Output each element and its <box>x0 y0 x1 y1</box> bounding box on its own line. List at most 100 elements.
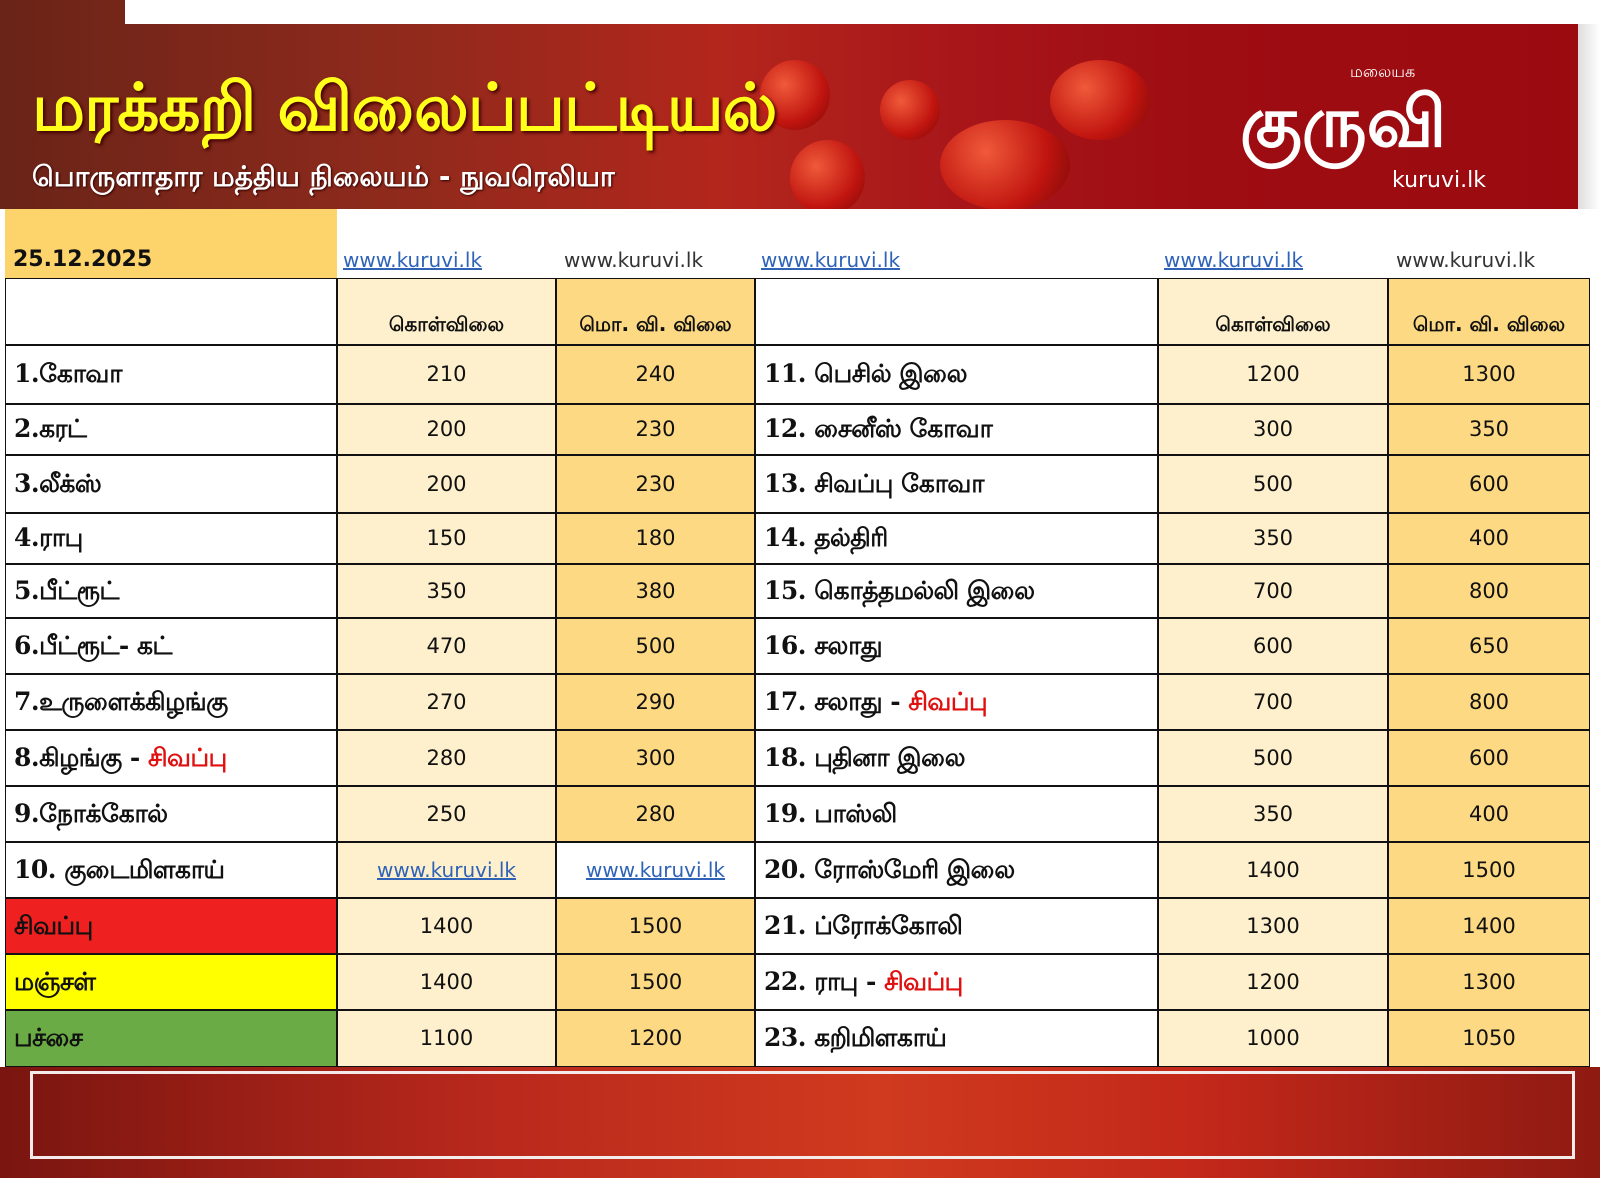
retail-price: 1300 <box>1388 954 1590 1010</box>
vegetable-name: 8.கிழங்கு - சிவப்பு <box>5 730 337 786</box>
wholesale-price: 1400 <box>1158 842 1388 898</box>
wholesale-price: 500 <box>1158 455 1388 513</box>
wholesale-price: 350 <box>1158 786 1388 842</box>
wholesale-price: 210 <box>337 345 556 404</box>
retail-price: 1500 <box>556 954 755 1010</box>
vegetable-name: 13. சிவப்பு கோவா <box>755 455 1158 513</box>
watermark-link[interactable]: www.kuruvi.lk <box>337 842 556 898</box>
header-wholesale: கொள்விலை <box>1158 278 1388 345</box>
tomato-image <box>880 80 940 140</box>
vegetable-name-text: 20. ரோஸ்மேரி இலை <box>764 854 1015 884</box>
wholesale-price: 150 <box>337 513 556 564</box>
footer-vegetable-image <box>0 1067 1600 1178</box>
retail-price: 350 <box>1388 404 1590 455</box>
watermark-link[interactable]: www.kuruvi.lk <box>343 248 483 272</box>
retail-price: 1500 <box>556 898 755 954</box>
vegetable-name: 14. தல்திரி <box>755 513 1158 564</box>
footer-frame <box>30 1071 1575 1159</box>
header-retail: மொ. வி. விலை <box>1388 278 1590 345</box>
kuruvi-logo: மலையக குருவி kuruvi.lk <box>1240 62 1520 202</box>
retail-price: 230 <box>556 455 755 513</box>
header-retail: மொ. வி. விலை <box>556 278 755 345</box>
wholesale-price: 1200 <box>1158 345 1388 404</box>
watermark-link: www.kuruvi.lk <box>1396 248 1536 272</box>
wholesale-price: 300 <box>1158 404 1388 455</box>
retail-price: 1500 <box>1388 842 1590 898</box>
wholesale-price: 1300 <box>1158 898 1388 954</box>
pepper-image <box>940 120 1070 209</box>
vegetable-name: 6.பீட்ரூட்- கட் <box>5 618 337 674</box>
retail-price: 290 <box>556 674 755 730</box>
vegetable-name: 2.கரட் <box>5 404 337 455</box>
vegetable-name-text: 12. சைனீஸ் கோவா <box>764 414 993 444</box>
pepper-image <box>1050 60 1150 140</box>
retail-price: 800 <box>1388 564 1590 618</box>
vegetable-name: 12. சைனீஸ் கோவா <box>755 404 1158 455</box>
page-title: மரக்கறி விலைப்பட்டியல் <box>32 69 777 146</box>
wholesale-price: 1100 <box>337 1010 556 1067</box>
wholesale-price: 700 <box>1158 564 1388 618</box>
wholesale-price: 1000 <box>1158 1010 1388 1067</box>
retail-price: 240 <box>556 345 755 404</box>
wholesale-price: 200 <box>337 455 556 513</box>
vegetable-name: 23. கறிமிளகாய் <box>755 1010 1158 1067</box>
retail-price: 650 <box>1388 618 1590 674</box>
watermark-link[interactable]: www.kuruvi.lk <box>1164 248 1304 272</box>
variant-red-text: சிவப்பு <box>908 686 988 716</box>
date-label: 25.12.2025 <box>5 209 337 278</box>
vegetable-name-text: 2.கரட் <box>14 414 87 444</box>
vegetable-name-text: 7.உருளைக்கிழங்கு <box>14 686 228 716</box>
tomato-image <box>760 60 830 130</box>
vegetable-name: 3.லீக்ஸ் <box>5 455 337 513</box>
vegetable-name: 19. பாஸ்லி <box>755 786 1158 842</box>
vegetable-name-text: சிவப்பு <box>14 910 93 940</box>
vegetable-name-text: 5.பீட்ரூட் <box>14 575 119 605</box>
header-blank <box>755 278 1158 345</box>
vegetable-name-text: 1.கோவா <box>14 359 122 389</box>
logo-script: குருவி <box>1240 80 1447 163</box>
retail-price: 1300 <box>1388 345 1590 404</box>
vegetable-name-text: மஞ்சள் <box>14 966 96 996</box>
vegetable-name: மஞ்சள் <box>5 954 337 1010</box>
retail-price: 600 <box>1388 455 1590 513</box>
page-subtitle: பொருளாதார மத்திய நிலையம் - நுவரெலியா <box>32 160 615 193</box>
vegetable-name-text: பச்சை <box>14 1023 83 1053</box>
retail-price: 180 <box>556 513 755 564</box>
retail-price: 500 <box>556 618 755 674</box>
retail-price: 800 <box>1388 674 1590 730</box>
vegetable-name: 17. சலாது - சிவப்பு <box>755 674 1158 730</box>
wholesale-price: 1200 <box>1158 954 1388 1010</box>
vegetable-name-text: 6.பீட்ரூட்- கட் <box>14 630 172 660</box>
vegetable-name-text: 16. சலாது <box>764 630 883 660</box>
retail-price: 400 <box>1388 786 1590 842</box>
vegetable-name: 1.கோவா <box>5 345 337 404</box>
retail-price: 600 <box>1388 730 1590 786</box>
retail-price: 1200 <box>556 1010 755 1067</box>
watermark-link[interactable]: www.kuruvi.lk <box>761 248 901 272</box>
watermark-link[interactable]: www.kuruvi.lk <box>556 842 755 898</box>
vegetable-name: 18. புதினா இலை <box>755 730 1158 786</box>
wholesale-price: 470 <box>337 618 556 674</box>
retail-price: 380 <box>556 564 755 618</box>
vegetable-name: சிவப்பு <box>5 898 337 954</box>
vegetable-name: 21. ப்ரோக்கோலி <box>755 898 1158 954</box>
vegetable-name-text: 4.ராபு <box>14 523 83 553</box>
vegetable-name-text: 8.கிழங்கு - <box>14 742 148 772</box>
wholesale-price: 200 <box>337 404 556 455</box>
vegetable-name-text: 19. பாஸ்லி <box>764 798 897 828</box>
variant-red-text: சிவப்பு <box>147 742 227 772</box>
wholesale-price: 350 <box>337 564 556 618</box>
retail-price: 400 <box>1388 513 1590 564</box>
vegetable-name-text: 17. சலாது - <box>764 686 909 716</box>
vegetable-name-text: 23. கறிமிளகாய் <box>764 1023 947 1053</box>
vegetable-name-text: 21. ப்ரோக்கோலி <box>764 910 963 940</box>
wholesale-price: 1400 <box>337 898 556 954</box>
watermark-link: www.kuruvi.lk <box>564 248 704 272</box>
vegetable-name-text: 11. பெசில் இலை <box>764 359 968 389</box>
logo-url: kuruvi.lk <box>1392 168 1486 193</box>
header-banner: மரக்கறி விலைப்பட்டியல் பொருளாதார மத்திய … <box>0 0 1600 209</box>
vegetable-name-text: 9.நோக்கோல் <box>14 798 168 828</box>
wholesale-price: 350 <box>1158 513 1388 564</box>
vegetable-name: 4.ராபு <box>5 513 337 564</box>
vegetable-name-text: 18. புதினா இலை <box>764 742 966 772</box>
